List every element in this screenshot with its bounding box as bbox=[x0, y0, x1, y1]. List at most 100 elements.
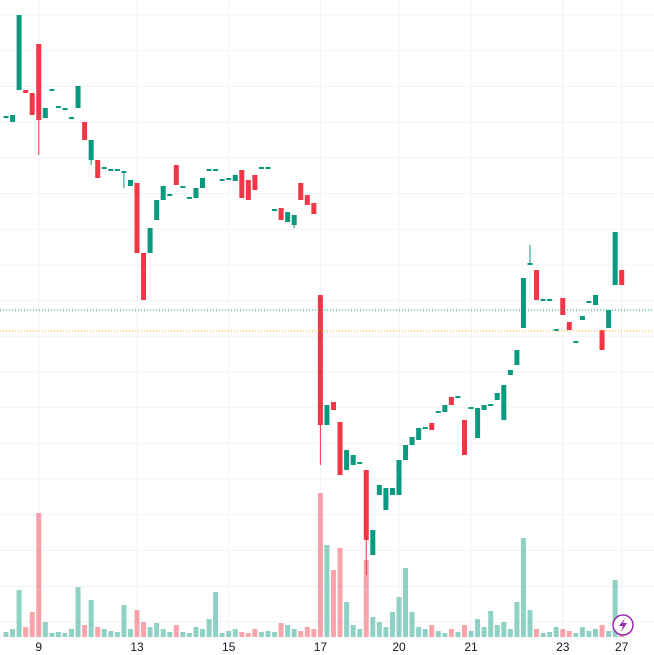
candle-body bbox=[363, 470, 369, 540]
candle-body bbox=[10, 115, 16, 122]
volume-bar bbox=[376, 622, 382, 637]
candle-body bbox=[219, 179, 225, 181]
candle-body bbox=[180, 186, 186, 188]
candle-body bbox=[389, 488, 395, 495]
volume-bar bbox=[488, 611, 494, 637]
volume-bar bbox=[213, 592, 219, 637]
candle-body bbox=[317, 295, 323, 425]
candle-body bbox=[468, 407, 474, 409]
volume-bar bbox=[560, 629, 566, 637]
volume-bar bbox=[69, 629, 74, 637]
volume-bar bbox=[317, 493, 323, 637]
candle-body bbox=[298, 183, 304, 200]
volume-bar bbox=[586, 631, 592, 637]
volume-bar bbox=[173, 625, 179, 637]
x-tick-label: 9 bbox=[35, 640, 42, 654]
candle-body bbox=[186, 197, 192, 199]
volume-bar bbox=[239, 632, 245, 637]
volume-bar bbox=[507, 629, 513, 637]
volume-bar bbox=[193, 627, 199, 637]
candle-body bbox=[49, 89, 55, 91]
plot bbox=[0, 15, 654, 637]
candle-body bbox=[422, 427, 428, 429]
volume-bar bbox=[448, 629, 454, 637]
volume-bar bbox=[540, 633, 546, 637]
volume-bar bbox=[167, 632, 173, 637]
volume-bar bbox=[383, 627, 389, 637]
volume-bar bbox=[88, 600, 94, 637]
volume-bar bbox=[573, 633, 579, 637]
candle-body bbox=[226, 178, 232, 180]
candle-body bbox=[134, 183, 140, 253]
volume-bar bbox=[245, 633, 251, 637]
volume-bar bbox=[219, 633, 225, 637]
volume-bar bbox=[134, 610, 140, 637]
volume-bar bbox=[547, 632, 553, 637]
volume-bar bbox=[186, 633, 192, 637]
volume-bar bbox=[265, 631, 271, 637]
candle-body bbox=[534, 270, 540, 300]
volume-bar bbox=[200, 629, 205, 637]
candle-body bbox=[462, 420, 467, 455]
volume-bar bbox=[95, 627, 101, 637]
volume-bar bbox=[298, 631, 304, 637]
candle-body bbox=[3, 116, 9, 118]
candle-body bbox=[55, 106, 61, 108]
candle-body bbox=[141, 253, 147, 300]
candle-body bbox=[239, 170, 245, 198]
volume-bar bbox=[55, 632, 61, 637]
candle-body bbox=[357, 462, 363, 464]
candle-body bbox=[416, 428, 422, 440]
volume-bar bbox=[180, 632, 186, 637]
volume-bar bbox=[278, 623, 284, 637]
volume-bar bbox=[442, 633, 448, 637]
candle-body bbox=[232, 175, 238, 181]
candle-body bbox=[337, 422, 343, 475]
candle-body bbox=[291, 215, 297, 225]
volume-bar bbox=[272, 632, 278, 637]
volume-bar bbox=[82, 625, 88, 637]
candle-body bbox=[154, 200, 160, 220]
candle-body bbox=[396, 460, 402, 495]
x-tick-label: 27 bbox=[615, 640, 629, 654]
x-tick-label: 13 bbox=[130, 640, 144, 654]
candle-body bbox=[108, 169, 114, 171]
volume-bar bbox=[75, 587, 81, 637]
volume-bar bbox=[141, 622, 147, 637]
candle-body bbox=[612, 232, 618, 285]
candle-body bbox=[265, 167, 271, 169]
candle-body bbox=[573, 341, 579, 343]
candle-body bbox=[200, 178, 205, 188]
lightning-button[interactable] bbox=[612, 614, 634, 636]
volume-bar bbox=[252, 629, 258, 637]
candle-body bbox=[344, 450, 350, 470]
candle-body bbox=[442, 405, 448, 412]
candle-body bbox=[213, 169, 219, 171]
volume-bar bbox=[514, 602, 520, 637]
candle-body bbox=[403, 445, 409, 460]
candle-body bbox=[304, 195, 310, 205]
volume-bar bbox=[127, 629, 133, 637]
volume-bar bbox=[606, 631, 612, 637]
candle-body bbox=[29, 93, 35, 115]
volume-bar bbox=[101, 629, 107, 637]
candle-body bbox=[147, 228, 153, 253]
candle-body bbox=[560, 298, 566, 315]
candle-body bbox=[36, 44, 42, 120]
volume-bar bbox=[494, 625, 500, 637]
volume-bar bbox=[468, 631, 474, 637]
volume-bar bbox=[49, 633, 55, 637]
candle-body bbox=[331, 402, 336, 410]
volume-bar bbox=[154, 623, 160, 637]
candle-body bbox=[62, 108, 68, 110]
candle-body bbox=[606, 310, 612, 328]
candle-body bbox=[514, 350, 520, 365]
volume-bar bbox=[108, 631, 114, 637]
volume-bar bbox=[23, 627, 29, 637]
volume-bar bbox=[370, 617, 376, 637]
x-tick-label: 23 bbox=[556, 640, 570, 654]
candle-body bbox=[501, 385, 507, 420]
candle-body bbox=[167, 194, 173, 196]
candle-body bbox=[75, 86, 81, 108]
volume-bar bbox=[579, 627, 585, 637]
